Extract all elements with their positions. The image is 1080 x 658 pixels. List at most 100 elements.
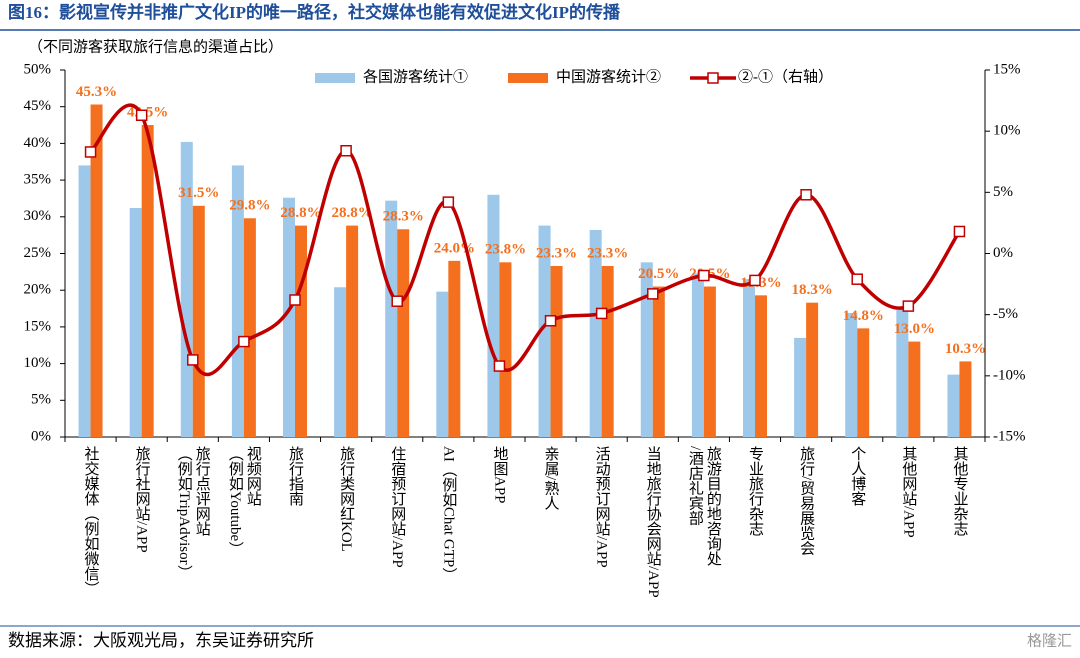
line-marker bbox=[391, 295, 403, 307]
bar bbox=[90, 104, 103, 438]
y-tick-label: 0% bbox=[31, 428, 51, 444]
legend-label: ②-①（右轴） bbox=[738, 68, 833, 85]
bar bbox=[538, 225, 551, 437]
x-tick-label: 专业旅行杂志 bbox=[747, 446, 763, 536]
y-tick-label: 25% bbox=[24, 245, 52, 261]
bar bbox=[499, 262, 512, 437]
value-label: 28.3% bbox=[383, 209, 424, 225]
bar bbox=[755, 295, 767, 437]
y2-tick-label: 0% bbox=[993, 245, 1013, 261]
legend-label: 各国游客统计① bbox=[363, 68, 468, 85]
bar bbox=[806, 302, 819, 437]
bar bbox=[346, 225, 359, 437]
bar bbox=[640, 262, 653, 437]
y-tick-label: 10% bbox=[24, 355, 52, 371]
x-tick-label: 亲属/熟人 bbox=[542, 446, 559, 511]
bar bbox=[652, 286, 665, 437]
line-marker bbox=[800, 189, 812, 201]
bar bbox=[385, 200, 398, 437]
bar bbox=[487, 194, 500, 437]
bar bbox=[691, 273, 704, 437]
value-label: 28.8% bbox=[280, 205, 321, 221]
y2-tick-label: -5% bbox=[993, 306, 1018, 322]
line-marker bbox=[698, 269, 710, 282]
value-label: 31.5% bbox=[178, 185, 219, 201]
bar bbox=[857, 328, 870, 437]
x-tick-label: 当地旅行协会网站/APP bbox=[644, 446, 661, 598]
line-marker bbox=[135, 109, 148, 122]
bar bbox=[436, 291, 449, 437]
bar bbox=[243, 218, 256, 437]
bar bbox=[845, 312, 858, 437]
bar bbox=[703, 286, 716, 437]
value-label: 23.8% bbox=[485, 242, 526, 258]
x-tick-label: 旅行类网红KOL bbox=[338, 446, 355, 552]
x-tick-label: AI（例如Chat GTP） bbox=[440, 446, 457, 583]
line-marker bbox=[749, 274, 761, 287]
line-marker bbox=[953, 225, 966, 238]
x-tick-label: 视频网站 （例如Youtube） bbox=[226, 446, 261, 557]
bar bbox=[334, 287, 347, 437]
legend-swatch bbox=[508, 73, 548, 83]
x-tick-label: 社交媒体（例如微信） bbox=[82, 446, 99, 596]
line-marker bbox=[84, 146, 97, 158]
bar bbox=[947, 374, 960, 437]
chart-title: 图16：影视宣传并非推广文化IP的唯一路径，社交媒体也能有效促进文化IP的传播 bbox=[8, 2, 621, 22]
line-marker bbox=[544, 315, 557, 327]
x-tick-label: 活动预订网站/APP bbox=[593, 446, 610, 568]
watermark: 格隆汇 bbox=[1027, 632, 1072, 649]
x-tick-label: 住宿预订网站/APP bbox=[389, 446, 406, 568]
bar bbox=[908, 341, 921, 437]
y2-tick-label: 5% bbox=[993, 184, 1013, 200]
bar bbox=[601, 265, 614, 437]
bar bbox=[295, 225, 307, 437]
y2-tick-label: -10% bbox=[993, 367, 1026, 383]
bar bbox=[397, 229, 410, 437]
line-marker bbox=[238, 335, 250, 348]
value-label: 23.3% bbox=[587, 245, 628, 261]
y-tick-label: 30% bbox=[24, 208, 52, 224]
value-label: 10.3% bbox=[945, 341, 986, 357]
x-tick-label: 旅游目的地咨询处 /酒店礼宾部 bbox=[686, 446, 721, 566]
bar bbox=[283, 197, 295, 437]
bar bbox=[141, 125, 154, 438]
line-marker bbox=[851, 273, 863, 285]
line bbox=[89, 103, 961, 377]
bar bbox=[78, 165, 91, 438]
bar bbox=[192, 205, 205, 437]
y-tick-label: 50% bbox=[24, 61, 52, 77]
y-tick-label: 5% bbox=[31, 392, 51, 408]
x-tick-label: 旅行点评网站 （例如TripAdvisor） bbox=[175, 446, 210, 580]
x-tick-label: 旅行/贸易展览会 bbox=[798, 446, 815, 556]
x-tick-label: 旅行指南 bbox=[287, 446, 303, 506]
value-label: 13.0% bbox=[894, 321, 935, 337]
value-label: 23.3% bbox=[536, 245, 577, 261]
y2-tick-label: 15% bbox=[993, 61, 1021, 77]
bar bbox=[129, 207, 142, 437]
x-tick-label: 其他网站/APP bbox=[900, 446, 917, 538]
bar bbox=[589, 230, 602, 437]
value-label: 14.8% bbox=[843, 308, 884, 324]
bar bbox=[231, 165, 244, 438]
x-tick-label: 个人博客 bbox=[849, 446, 866, 506]
y-tick-label: 35% bbox=[24, 172, 52, 188]
y2-tick-label: -15% bbox=[993, 428, 1026, 444]
y2-tick-label: 10% bbox=[993, 123, 1021, 139]
legend-label: 中国游客统计② bbox=[556, 68, 661, 85]
line-marker bbox=[340, 144, 352, 157]
line-marker bbox=[187, 354, 199, 366]
y-tick-label: 15% bbox=[24, 318, 52, 334]
value-label: 29.8% bbox=[229, 198, 270, 214]
source: 数据来源：大阪观光局，东吴证券研究所 bbox=[8, 631, 314, 650]
y-tick-label: 45% bbox=[24, 98, 52, 114]
value-label: 45.3% bbox=[76, 84, 117, 100]
legend-swatch bbox=[315, 73, 355, 83]
bar bbox=[743, 279, 755, 437]
line-marker bbox=[493, 360, 506, 372]
value-label: 20.5% bbox=[638, 266, 679, 282]
x-tick-label: 旅行社网站/APP bbox=[133, 446, 150, 553]
line-marker bbox=[289, 294, 301, 306]
line-marker bbox=[902, 300, 915, 312]
x-tick-label: 其他专业杂志 bbox=[951, 446, 968, 536]
